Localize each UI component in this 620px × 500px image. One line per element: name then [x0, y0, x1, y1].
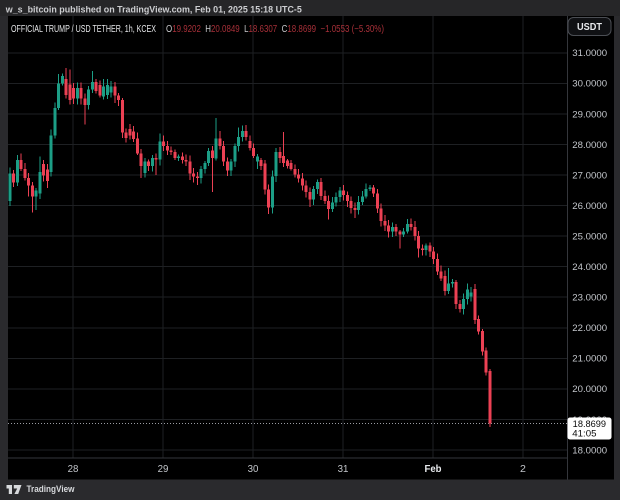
svg-text:25.0000: 25.0000 [572, 232, 607, 243]
svg-text:w_s_bitcoin published on Tradi: w_s_bitcoin published on TradingView.com… [5, 4, 303, 15]
svg-text:22.0000: 22.0000 [572, 323, 607, 334]
svg-text:30.0000: 30.0000 [572, 79, 607, 90]
svg-text:41:05: 41:05 [572, 428, 596, 438]
svg-text:18.0000: 18.0000 [572, 445, 607, 456]
svg-text:30: 30 [248, 463, 259, 475]
svg-text:28: 28 [68, 463, 79, 475]
svg-text:29: 29 [158, 463, 169, 475]
svg-text:28.0000: 28.0000 [572, 140, 607, 151]
svg-text:Feb: Feb [425, 463, 442, 475]
svg-text:2: 2 [520, 463, 526, 475]
svg-text:TradingView: TradingView [27, 484, 76, 495]
svg-text:OFFICIAL TRUMP / USD TETHER, 1: OFFICIAL TRUMP / USD TETHER, 1h, KCEX [11, 24, 156, 35]
svg-text:24.0000: 24.0000 [572, 262, 607, 273]
svg-text:USDT: USDT [577, 22, 602, 33]
svg-text:21.0000: 21.0000 [572, 354, 607, 365]
svg-text:18.8699: 18.8699 [573, 419, 606, 429]
svg-text:31.0000: 31.0000 [572, 48, 607, 59]
svg-text:27.0000: 27.0000 [572, 170, 607, 181]
svg-text:29.0000: 29.0000 [572, 109, 607, 120]
svg-text:20.0000: 20.0000 [572, 384, 607, 395]
svg-text:31: 31 [338, 463, 349, 475]
svg-text:23.0000: 23.0000 [572, 293, 607, 304]
svg-text:26.0000: 26.0000 [572, 201, 607, 212]
